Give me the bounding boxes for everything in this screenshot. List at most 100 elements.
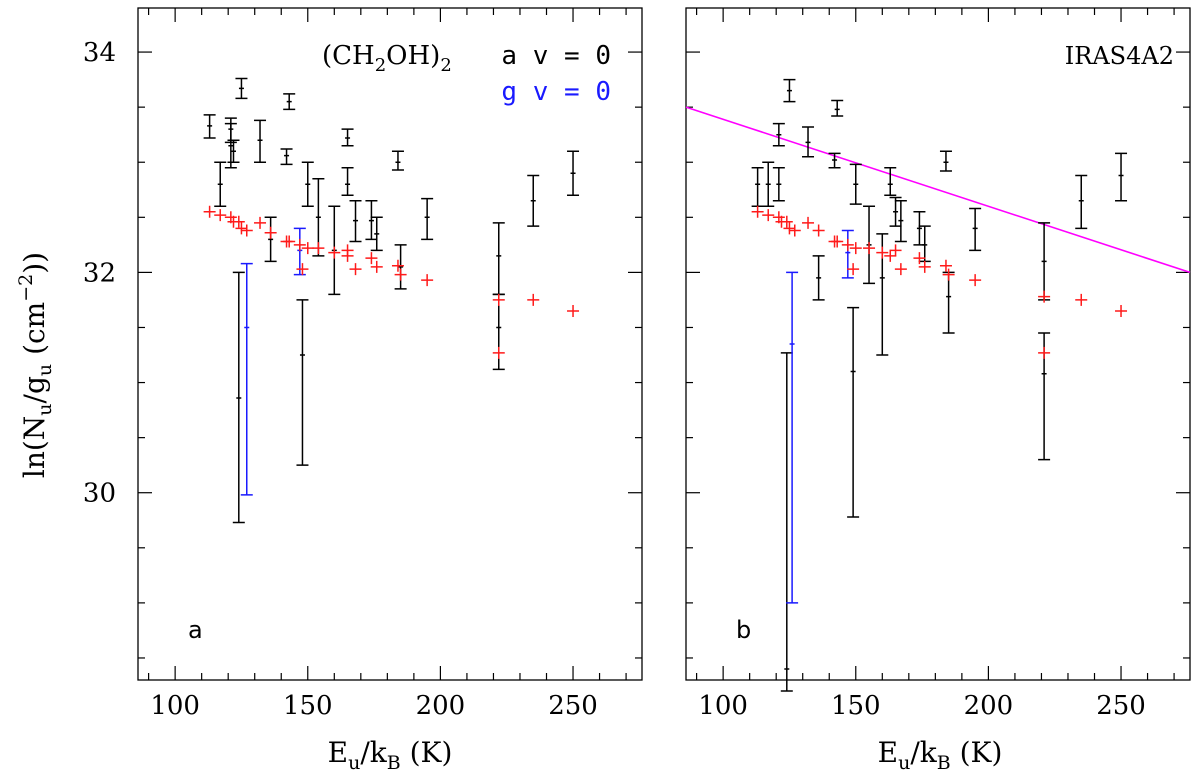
panel-a-model-point: [421, 274, 434, 287]
panel-b-a-point-errorbar: [939, 150, 952, 172]
panel-b-model-point: [812, 224, 825, 237]
panel-a-model-point: [296, 263, 309, 276]
panel-b-fit-line: [685, 106, 1191, 274]
panel-b-a-point-errorbar: [812, 255, 825, 301]
panel-a-a-point-errorbar: [365, 200, 378, 241]
panel-a: 100 150 200 250 30 32 34 a (CH2OH)2 a v = 0 g v = …: [83, 7, 643, 721]
panel-b-a-point-errorbar: [1115, 152, 1128, 202]
panel-a-model-point: [394, 268, 407, 281]
panel-a-a-point-errorbar: [224, 117, 237, 144]
legend-entry-a: a v = 0: [501, 41, 611, 71]
x-axis-title-a: Eu/kB (K): [328, 736, 453, 774]
panel-a-frame: [137, 7, 643, 681]
panel-b-model-point: [918, 260, 931, 273]
panel-b-a-point-errorbar: [762, 161, 775, 208]
panel-a-model-point: [527, 293, 540, 306]
panel-a-a-point-errorbar: [227, 139, 240, 163]
panel-a-x-tick-label: 200: [416, 691, 466, 721]
panel-b-a-point-errorbar: [828, 152, 841, 169]
panel-b-a-point-errorbar: [884, 166, 897, 197]
panel-b-a-point-errorbar: [802, 126, 815, 158]
panel-a-a-point-errorbar: [301, 161, 314, 208]
panel-a-model-point: [391, 259, 404, 272]
panel-b-a-point-errorbar: [942, 271, 955, 334]
panel-a-model-point: [370, 260, 383, 273]
panel-b-model-point: [884, 249, 897, 262]
panel-b-model-point: [841, 238, 854, 251]
panel-b-model-point: [913, 252, 926, 265]
panel-b-a-point-errorbar: [772, 122, 785, 147]
panel-a-model-point: [301, 242, 314, 255]
panel-a-y-tick-label: 34: [83, 38, 116, 68]
panel-b-a-point-errorbar: [772, 166, 785, 202]
panel-b-a-point-errorbar: [913, 211, 926, 246]
panel-a-a-point-errorbar: [527, 174, 540, 227]
panel-b-a-point-errorbar: [847, 306, 860, 518]
panel-a-a-point-errorbar: [203, 114, 216, 139]
panel-b-a-point-errorbar: [894, 200, 907, 243]
panel-b-a-point-errorbar: [780, 352, 793, 692]
panel-a-model-point: [203, 205, 216, 218]
panel-b-model-point: [802, 216, 815, 229]
molecule-label: (CH2OH)2: [322, 41, 452, 76]
panel-a-model-point: [240, 224, 253, 237]
panel-b-x-tick-label: 200: [964, 691, 1014, 721]
panel-b-model-point: [889, 244, 902, 257]
panel-b-a-point-errorbar: [876, 233, 889, 356]
panel-a-model-point: [349, 263, 362, 276]
panel-a-model-point: [492, 346, 505, 359]
panel-a-a-point-errorbar: [370, 216, 383, 252]
panel-b-model-point: [1075, 293, 1088, 306]
panel-b-model-point: [876, 246, 889, 259]
panel-b-a-point-errorbar: [889, 196, 902, 227]
panel-b-a-point-errorbar: [1038, 332, 1051, 461]
panel-a-g-point-errorbar: [240, 262, 253, 496]
panel-b-model-point: [939, 259, 952, 272]
panel-b-g-point-errorbar: [841, 229, 854, 279]
panel-a-model-point: [312, 242, 325, 255]
panel-a-a-point-errorbar: [394, 244, 407, 290]
panel-a-a-point-errorbar: [254, 119, 267, 163]
panel-a-a-point-errorbar: [280, 148, 293, 166]
panel-b-a-point-errorbar: [849, 163, 862, 205]
panel-b-model-point: [942, 268, 955, 281]
panel-b-model-point: [849, 242, 862, 255]
panel-b-a-point-errorbar: [751, 166, 764, 208]
panel-b-frame: [685, 7, 1191, 681]
panel-b-model-point: [831, 235, 844, 248]
panel-b: 100 150 200 250 b IRAS4A2: [685, 7, 1191, 721]
panel-b-model-point: [894, 263, 907, 276]
legend-entry-g: g v = 0: [501, 77, 611, 107]
panel-b-x-tick-label: 250: [1096, 691, 1146, 721]
panel-a-a-point-errorbar: [341, 166, 354, 197]
panel-b-tag: b: [736, 616, 751, 644]
panel-a-x-tick-label: 100: [150, 691, 200, 721]
panel-a-model-point: [283, 235, 296, 248]
panel-a-a-point-errorbar: [312, 178, 325, 257]
panel-a-model-point: [254, 216, 267, 229]
panel-b-a-point-errorbar: [831, 99, 844, 117]
panel-a-model-point: [264, 226, 277, 239]
panel-a-y-tick-label: 30: [83, 479, 116, 509]
panel-a-a-point-errorbar: [235, 77, 248, 100]
y-axis-title: ln(Nu/gu (cm−2)): [15, 252, 56, 478]
panel-a-y-tick-label: 32: [83, 258, 116, 288]
panel-a-a-point-errorbar: [567, 150, 580, 197]
panel-b-model-point: [1038, 346, 1051, 359]
panel-a-a-point-errorbar: [391, 150, 404, 171]
panel-a-model-point: [293, 238, 306, 251]
panel-a-a-point-errorbar: [264, 216, 277, 263]
panel-a-a-point-errorbar: [296, 299, 309, 466]
panel-b-x-tick-label: 150: [831, 691, 881, 721]
panel-b-a-point-errorbar: [1075, 174, 1088, 230]
panel-a-model-point: [328, 246, 341, 259]
panel-b-model-point: [751, 205, 764, 218]
panel-b-x-tick-label: 100: [698, 691, 748, 721]
panel-a-model-point: [214, 209, 227, 222]
panel-b-model-point: [969, 274, 982, 287]
panel-a-x-tick-label: 250: [548, 691, 598, 721]
panel-a-model-point: [567, 304, 580, 317]
panel-b-g-point-errorbar: [786, 271, 799, 604]
panel-a-model-point: [492, 293, 505, 306]
